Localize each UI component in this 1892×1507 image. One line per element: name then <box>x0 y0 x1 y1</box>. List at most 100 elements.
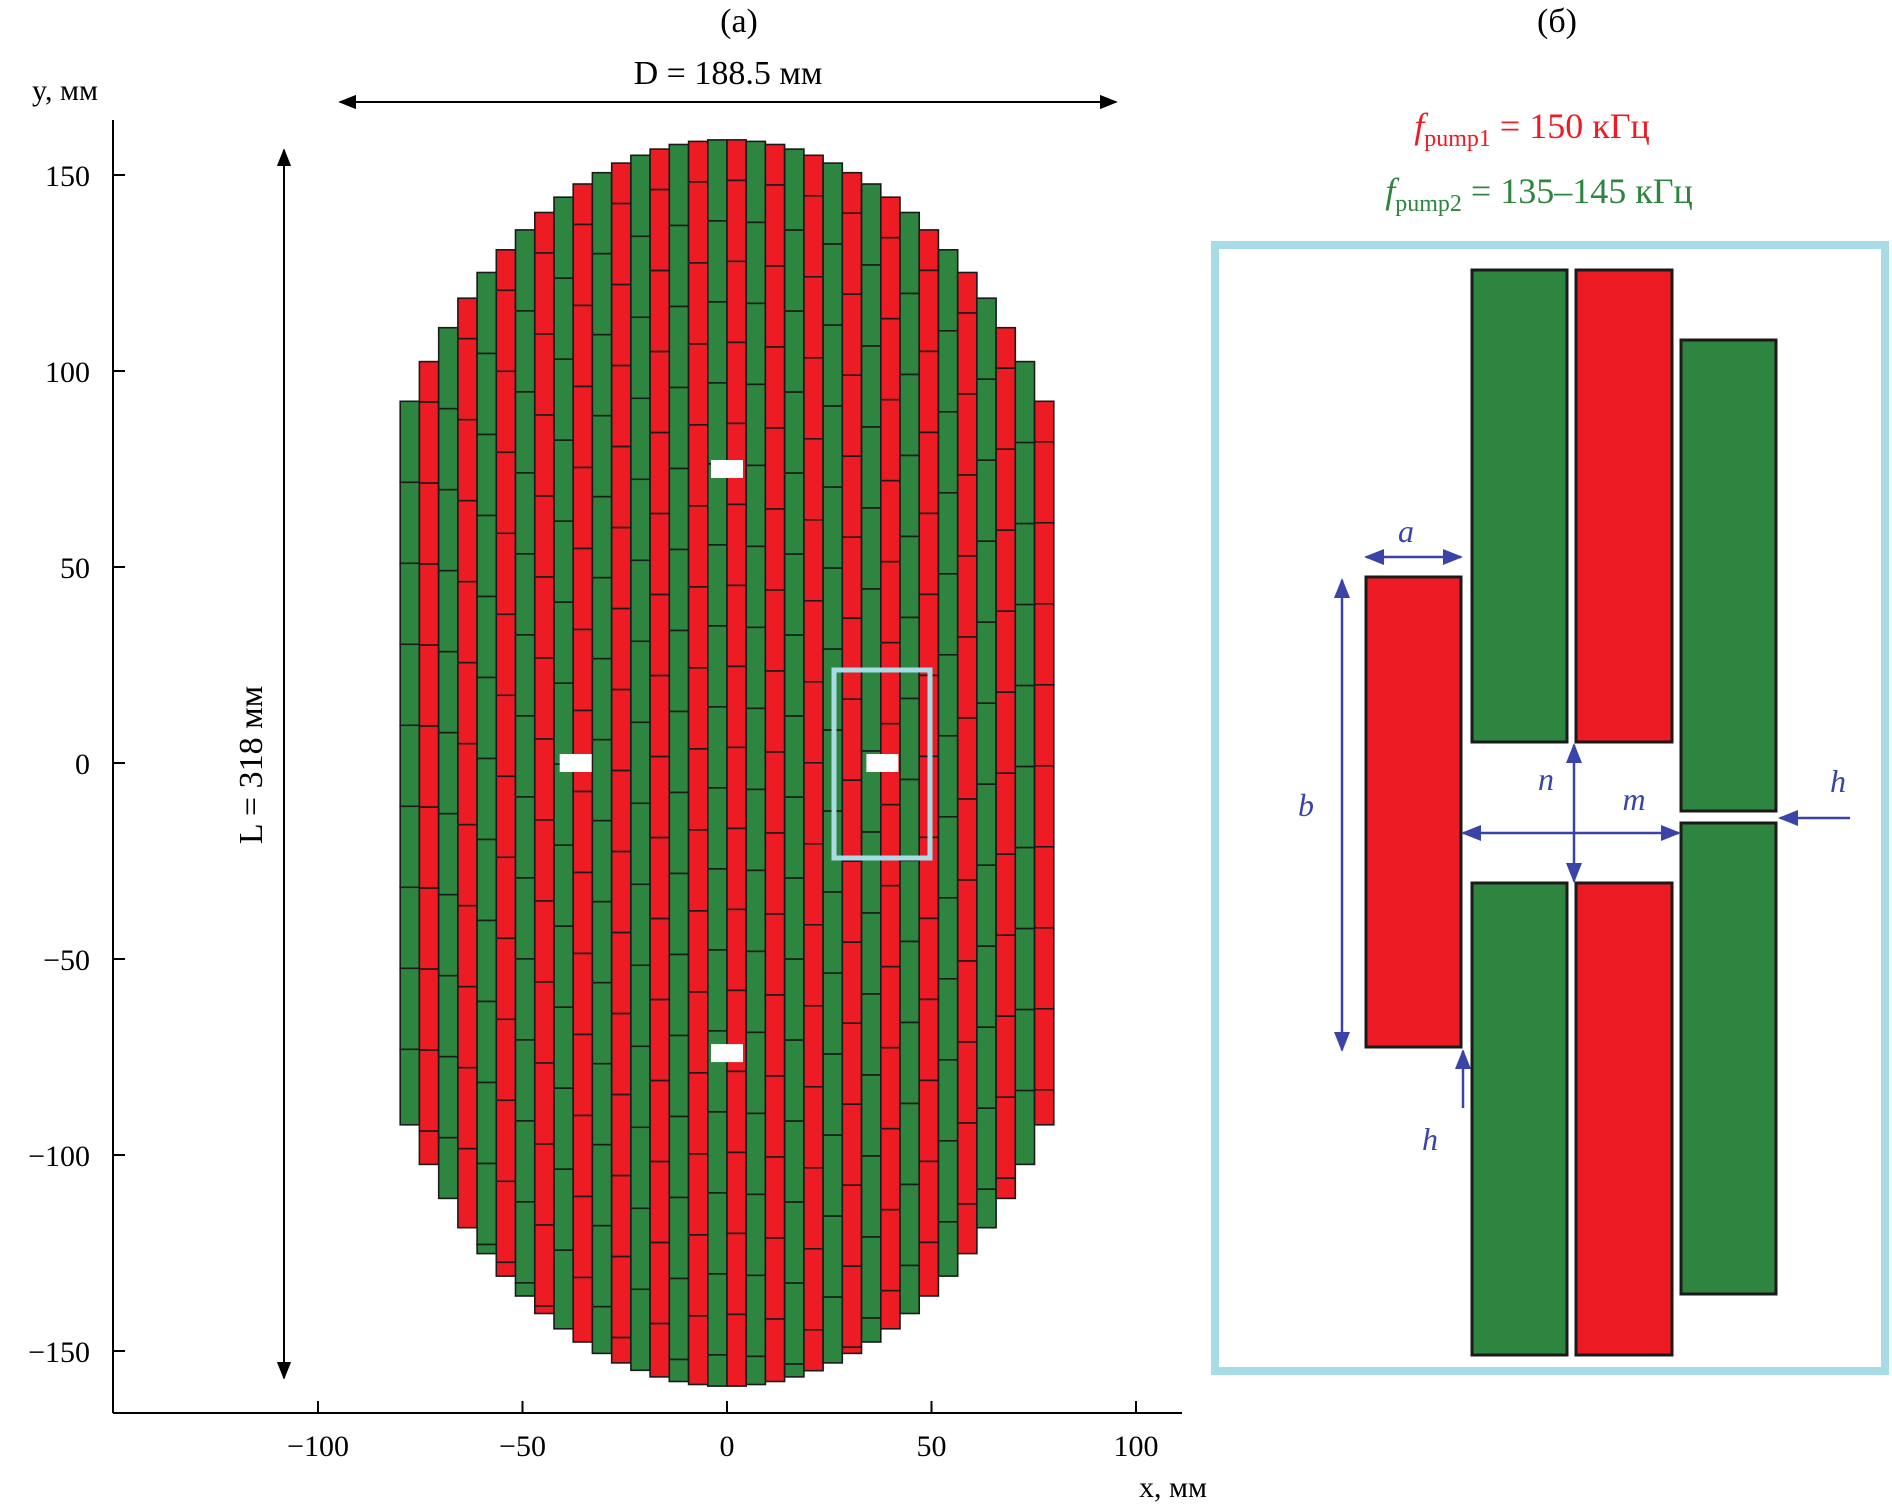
y-tick-label: −50 <box>43 944 90 977</box>
crystal <box>764 1075 786 1158</box>
crystal <box>764 184 786 267</box>
crystal <box>495 856 517 940</box>
crystal <box>649 998 671 1082</box>
crystal <box>841 698 863 782</box>
crystal <box>803 154 824 197</box>
crystal <box>706 1030 728 1113</box>
crystal <box>803 1248 824 1331</box>
crystal <box>783 958 805 1041</box>
crystal <box>610 364 632 448</box>
crystal <box>1014 603 1036 687</box>
crystal <box>591 657 613 741</box>
crystal <box>668 710 690 794</box>
crystal <box>860 1236 882 1319</box>
crystal <box>860 264 882 347</box>
crystal <box>745 1274 767 1358</box>
crystal <box>572 183 594 226</box>
crystal <box>572 304 594 388</box>
crystal <box>937 1140 959 1223</box>
crystal <box>860 1317 882 1343</box>
crystal <box>745 626 767 710</box>
crystal <box>803 923 824 1007</box>
crystal <box>514 1120 536 1203</box>
crystal <box>668 224 690 308</box>
crystal <box>630 397 651 481</box>
crystal <box>899 859 921 943</box>
crystal <box>726 179 748 263</box>
crystal <box>764 1237 786 1320</box>
x-axis-label: x, мм <box>1139 1471 1207 1504</box>
crystal <box>726 1070 748 1154</box>
crystal <box>976 783 997 867</box>
x-ticks: −100 −50 0 50 100 <box>287 1401 1159 1463</box>
crystal <box>687 424 709 507</box>
crystal <box>1014 360 1036 444</box>
crystal <box>976 297 997 381</box>
crystal <box>764 832 786 915</box>
crystal <box>726 584 748 668</box>
crystal-green-right-top <box>1679 338 1778 813</box>
crystal <box>803 842 824 926</box>
crystal <box>918 1079 940 1163</box>
crystal <box>956 555 978 638</box>
crystal <box>899 373 921 457</box>
crystal <box>687 505 709 588</box>
crystal <box>687 991 709 1074</box>
crystal <box>649 1241 671 1325</box>
crystal <box>995 1177 1017 1200</box>
crystal <box>918 998 940 1082</box>
crystal <box>726 746 748 830</box>
dim-b-label: b <box>1298 787 1314 823</box>
crystal <box>630 883 651 967</box>
crystal <box>649 512 671 596</box>
crystal <box>879 803 901 887</box>
crystal <box>822 1215 844 1298</box>
crystal <box>1033 845 1055 929</box>
crystal <box>783 229 805 312</box>
crystal <box>783 634 805 717</box>
crystal <box>706 382 728 465</box>
crystal <box>649 674 671 758</box>
crystal <box>437 812 459 896</box>
crystal <box>764 143 786 186</box>
crystal <box>726 1232 748 1316</box>
crystal <box>591 738 613 822</box>
crystal <box>514 391 536 474</box>
crystal <box>937 249 959 332</box>
crystal <box>610 283 632 367</box>
y-ticks: 150 100 50 0 −50 −100 −150 <box>28 160 125 1369</box>
crystal <box>668 305 690 389</box>
crystal <box>572 547 594 631</box>
crystal <box>937 896 959 980</box>
crystal <box>956 393 978 476</box>
crystal <box>745 302 767 386</box>
crystal <box>591 495 613 579</box>
crystal <box>476 595 498 679</box>
crystal <box>822 243 844 326</box>
freq1-sub: pump1 <box>1424 126 1491 152</box>
crystal <box>1033 400 1055 443</box>
crystal <box>591 1224 613 1308</box>
crystal <box>649 431 671 515</box>
crystal <box>591 900 613 984</box>
crystal <box>649 1322 671 1378</box>
crystal <box>457 499 478 583</box>
crystal <box>937 653 959 737</box>
crystal <box>879 1127 901 1211</box>
freq2-value: = 135–145 кГц <box>1462 171 1693 211</box>
crystal <box>803 599 824 683</box>
crystal <box>649 755 671 839</box>
crystal <box>457 823 478 907</box>
crystal <box>976 1026 997 1109</box>
crystal <box>764 670 786 753</box>
crystal <box>495 1180 517 1264</box>
crystal <box>610 526 632 610</box>
crystal <box>803 1004 824 1088</box>
crystal <box>418 1049 440 1132</box>
x-tick-label: −50 <box>499 1430 546 1463</box>
y-tick-label: 50 <box>60 552 90 585</box>
crystal <box>649 148 671 191</box>
crystal <box>918 229 940 272</box>
crystal <box>803 761 824 845</box>
crystal <box>668 143 690 227</box>
